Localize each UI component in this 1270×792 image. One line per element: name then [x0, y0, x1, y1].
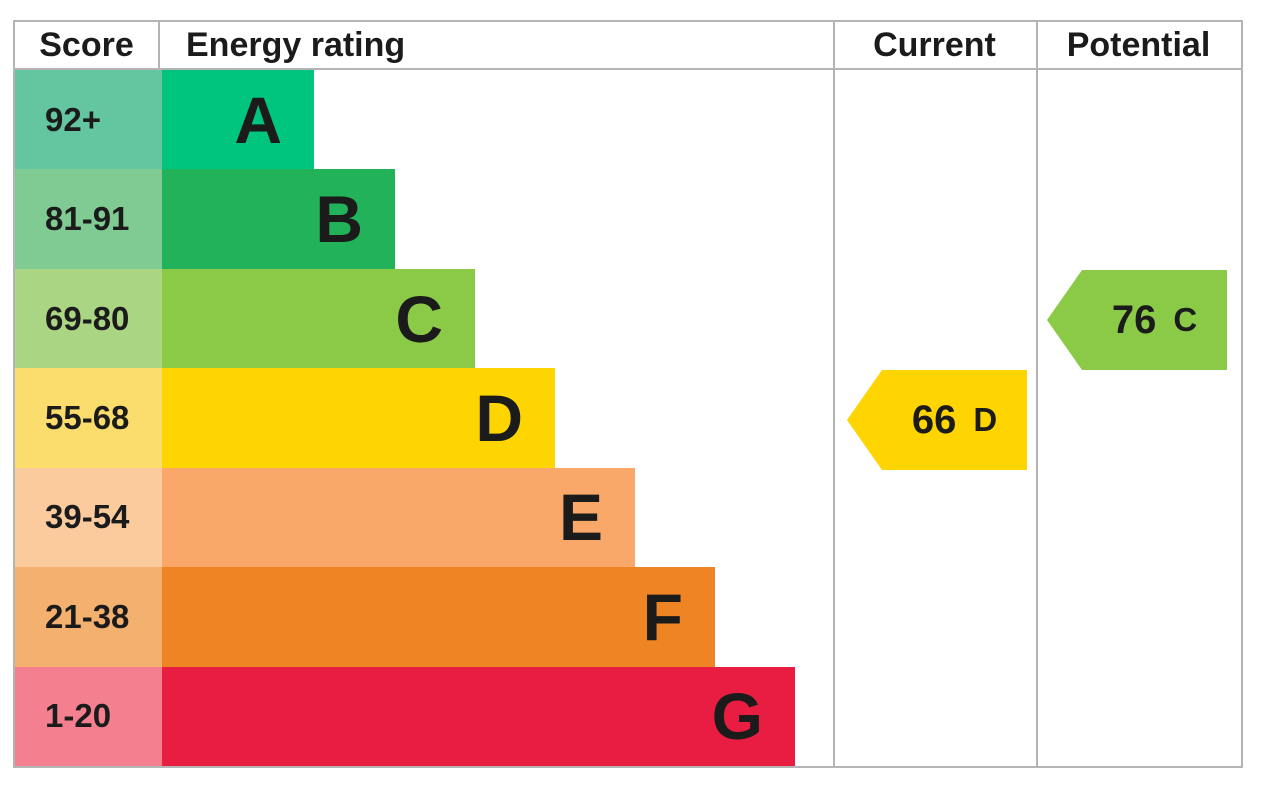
- current-grade: D: [973, 401, 998, 438]
- score-cell: 92+: [15, 70, 162, 170]
- epc-table: Score Energy rating Current Potential 92…: [13, 20, 1243, 768]
- band-row-a: 92+ A: [15, 70, 1241, 170]
- rating-bar: E: [162, 467, 635, 568]
- band-row-d: 55-68 D: [15, 368, 1241, 468]
- score-cell: 21-38: [15, 567, 162, 667]
- current-rating-arrow: 66 D: [847, 370, 1027, 470]
- band-row-c: 69-80 C: [15, 268, 1241, 369]
- band-row-g: 1-20 G: [15, 666, 1241, 766]
- band-row-b: 81-91 B: [15, 169, 1241, 269]
- header-potential: Potential: [1066, 25, 1211, 64]
- header-score: Score: [15, 22, 160, 68]
- score-cell: 81-91: [15, 169, 162, 269]
- table-header: Score Energy rating Current Potential: [15, 22, 1241, 70]
- header-energy-rating: Energy rating: [186, 25, 406, 64]
- header-current: Current: [873, 25, 996, 64]
- potential-rating-arrow: 76 C: [1047, 270, 1227, 370]
- score-cell: 55-68: [15, 368, 162, 468]
- rating-bar: C: [162, 268, 475, 369]
- rating-bar: G: [162, 666, 795, 766]
- score-cell: 39-54: [15, 467, 162, 568]
- band-row-e: 39-54 E: [15, 467, 1241, 568]
- score-cell: 69-80: [15, 268, 162, 369]
- rating-bar: A: [162, 70, 314, 170]
- rating-bar: F: [162, 567, 715, 667]
- band-row-f: 21-38 F: [15, 567, 1241, 667]
- band-rows: 92+ A 81-91 B 69-80 C 55-68 D 39-54 E 21…: [15, 70, 1241, 766]
- rating-bar: D: [162, 368, 555, 468]
- potential-grade: C: [1173, 301, 1198, 338]
- potential-column-divider: [1036, 22, 1038, 766]
- rating-bar: B: [162, 169, 395, 269]
- current-score: 66: [911, 397, 957, 442]
- score-cell: 1-20: [15, 666, 162, 766]
- potential-score: 76: [1111, 297, 1157, 342]
- current-column-divider: [833, 22, 835, 766]
